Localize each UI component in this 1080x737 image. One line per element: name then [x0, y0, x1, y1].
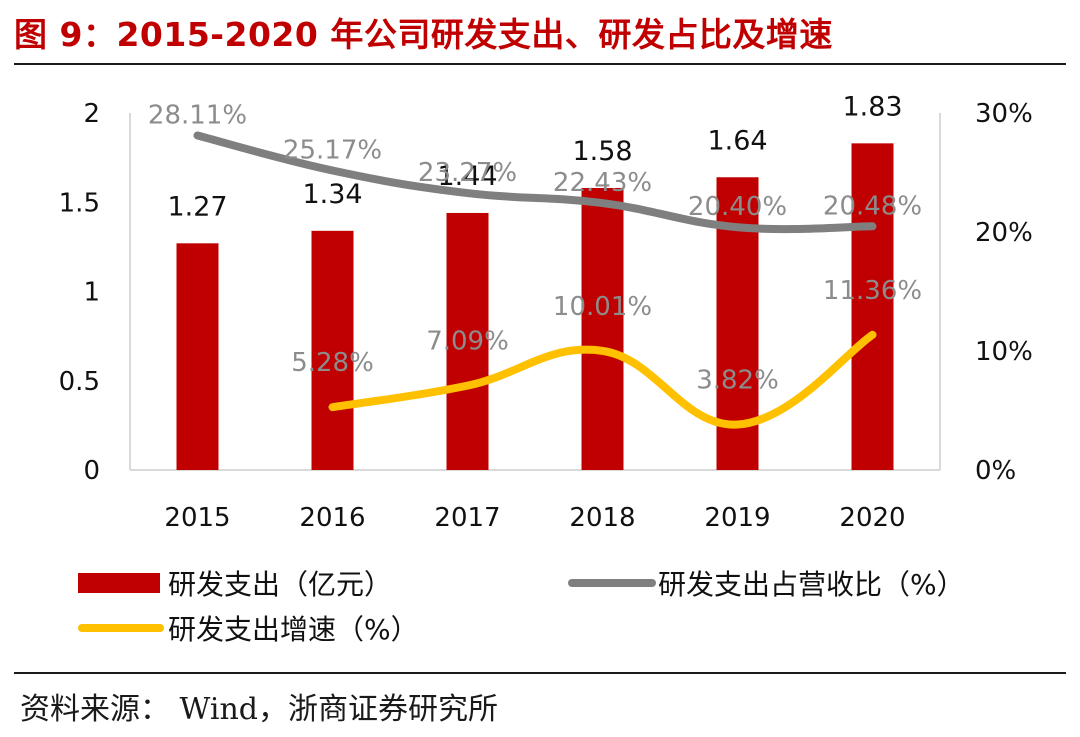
source-divider	[14, 672, 1066, 674]
ratio-label: 23.27%	[418, 158, 517, 188]
ratio-label: 20.40%	[688, 192, 787, 222]
right-tick-label: 30%	[975, 99, 1033, 129]
x-tick-label: 2016	[299, 503, 365, 533]
growth-line	[328, 330, 877, 429]
x-tick-label: 2019	[704, 503, 770, 533]
legend-growth-label: 研发支出增速（%）	[168, 613, 419, 646]
line-series	[193, 131, 877, 429]
left-tick-label: 0.5	[59, 367, 100, 397]
bar-2017	[446, 212, 489, 470]
growth-label: 7.09%	[426, 327, 509, 357]
data-labels: 1.27 1.34 1.44 1.58 1.64 1.83 28.11% 25.17% 23.2…	[148, 91, 922, 395]
bar-2015	[176, 243, 219, 470]
ratio-label: 20.48%	[823, 191, 922, 221]
ratio-label: 22.43%	[553, 168, 652, 198]
growth-label: 5.28%	[291, 348, 374, 378]
bar-2018	[581, 187, 624, 470]
growth-label: 11.36%	[823, 276, 922, 306]
right-tick-label: 20%	[975, 218, 1033, 248]
figure-title: 图 9：2015-2020 年公司研发支出、研发占比及增速	[14, 15, 833, 54]
ratio-label: 28.11%	[148, 100, 247, 130]
plot-frame	[129, 113, 941, 471]
bar-2020	[851, 143, 894, 470]
title-divider	[14, 63, 1066, 65]
x-tick-label: 2015	[164, 503, 230, 533]
x-tick-label: 2018	[569, 503, 635, 533]
right-tick-label: 10%	[975, 337, 1033, 367]
x-tick-label: 2017	[434, 503, 500, 533]
growth-label: 3.82%	[696, 366, 779, 396]
bar-value-label: 1.27	[167, 191, 227, 222]
legend: 研发支出（亿元） 研发支出占营收比（%） 研发支出增速（%）	[78, 568, 965, 646]
legend-bar-swatch	[78, 573, 160, 593]
ratio-label: 25.17%	[283, 135, 382, 165]
bar-value-label: 1.58	[572, 136, 632, 167]
bar-value-label: 1.83	[842, 91, 902, 122]
bar-series	[176, 143, 894, 470]
left-tick-label: 2	[83, 99, 100, 129]
left-tick-label: 1.5	[59, 188, 100, 218]
bar-value-label: 1.44	[437, 161, 497, 192]
bar-value-label: 1.34	[302, 179, 362, 210]
legend-ratio-label: 研发支出占营收比（%）	[658, 568, 965, 601]
right-tick-label: 0%	[975, 456, 1016, 486]
axis-labels: 00.511.520%10%20%30%2015 2016 2017 2018 2019…	[59, 99, 1033, 533]
left-tick-label: 1	[83, 278, 100, 308]
left-tick-label: 0	[83, 456, 100, 486]
ratio-line	[193, 131, 877, 234]
bar-value-label: 1.64	[707, 125, 767, 156]
x-tick-label: 2020	[839, 503, 905, 533]
source-note: 资料来源： Wind，浙商证券研究所	[20, 692, 498, 727]
growth-label: 10.01%	[553, 292, 652, 322]
legend-bar-label: 研发支出（亿元）	[168, 568, 392, 601]
bar-2016	[311, 230, 354, 470]
